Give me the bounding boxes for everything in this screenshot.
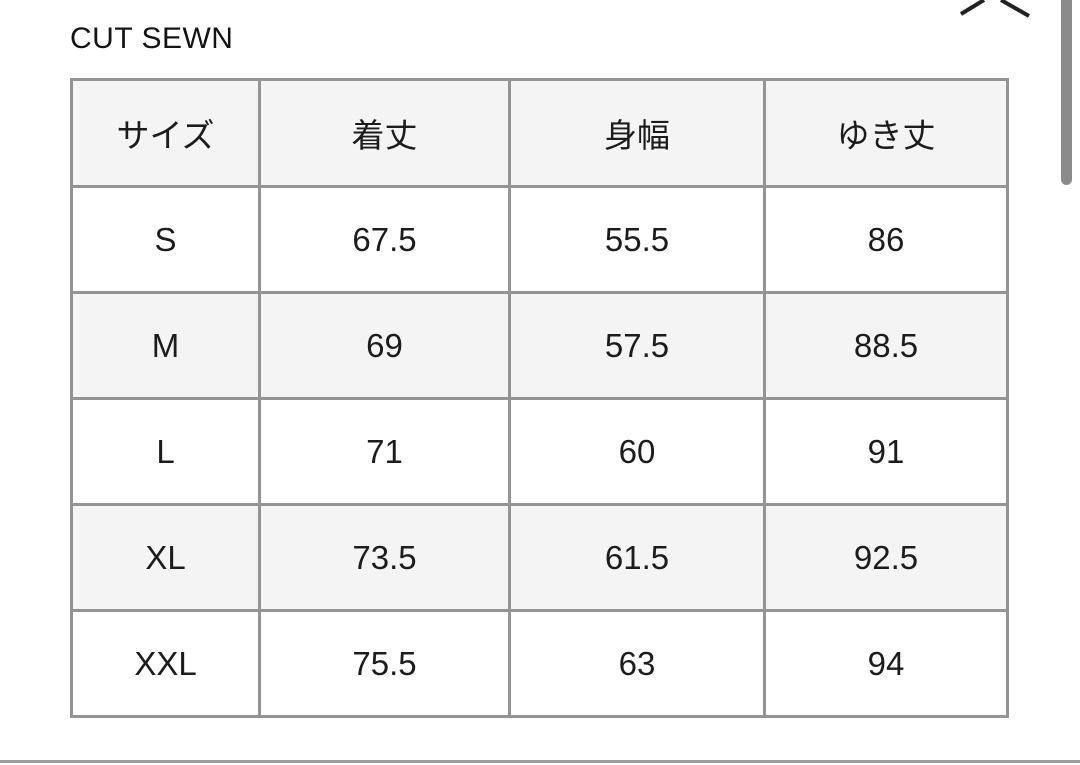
measurement-cell: 69 bbox=[258, 291, 511, 400]
measurement-cell: 73.5 bbox=[258, 503, 511, 612]
table-row: M 69 57.5 88.5 bbox=[70, 291, 1009, 400]
column-header-body-length: 着丈 bbox=[258, 78, 511, 188]
table-row: S 67.5 55.5 86 bbox=[70, 185, 1009, 294]
size-cell: XXL bbox=[70, 609, 261, 718]
measurement-cell: 57.5 bbox=[508, 291, 766, 400]
table-row: L 71 60 91 bbox=[70, 397, 1009, 506]
close-icon[interactable] bbox=[953, 0, 1037, 18]
size-cell: S bbox=[70, 185, 261, 294]
measurement-cell: 55.5 bbox=[508, 185, 766, 294]
table-row: XXL 75.5 63 94 bbox=[70, 609, 1009, 718]
measurement-cell: 91 bbox=[763, 397, 1009, 506]
column-header-body-width: 身幅 bbox=[508, 78, 766, 188]
measurement-cell: 86 bbox=[763, 185, 1009, 294]
header-row: サイズ 着丈 身幅 ゆき丈 bbox=[70, 78, 1009, 188]
size-cell: M bbox=[70, 291, 261, 400]
measurement-cell: 75.5 bbox=[258, 609, 511, 718]
measurement-cell: 92.5 bbox=[763, 503, 1009, 612]
measurement-cell: 71 bbox=[258, 397, 511, 506]
column-header-sleeve-length: ゆき丈 bbox=[763, 78, 1009, 188]
measurement-cell: 88.5 bbox=[763, 291, 1009, 400]
size-cell: L bbox=[70, 397, 261, 506]
size-chart-table: サイズ 着丈 身幅 ゆき丈 S 67.5 55.5 86 M 69 57.5 88.5 L 71 6… bbox=[70, 78, 1009, 718]
table-row: XL 73.5 61.5 92.5 bbox=[70, 503, 1009, 612]
measurement-cell: 63 bbox=[508, 609, 766, 718]
measurement-cell: 61.5 bbox=[508, 503, 766, 612]
measurement-cell: 67.5 bbox=[258, 185, 511, 294]
measurement-cell: 94 bbox=[763, 609, 1009, 718]
column-header-size: サイズ bbox=[70, 78, 261, 188]
size-cell: XL bbox=[70, 503, 261, 612]
bottom-divider bbox=[0, 760, 1080, 763]
measurement-cell: 60 bbox=[508, 397, 766, 506]
page-title: CUT SEWN bbox=[70, 22, 234, 55]
scrollbar-thumb[interactable] bbox=[1061, 0, 1072, 185]
